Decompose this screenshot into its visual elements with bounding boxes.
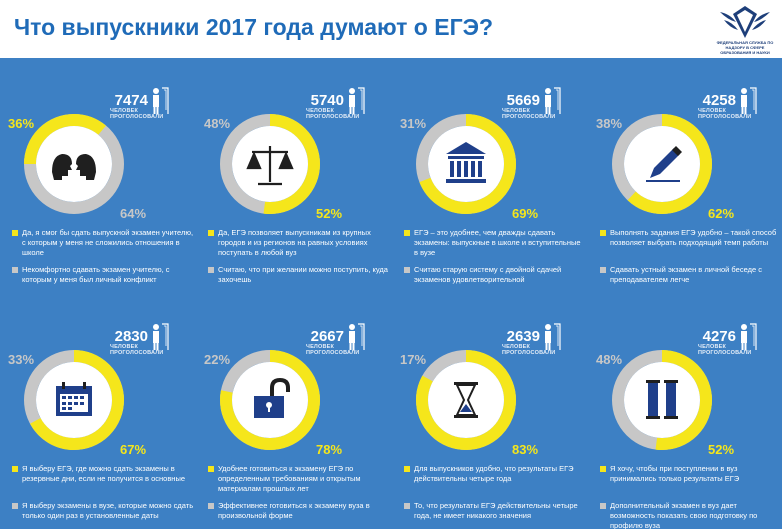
right-percent: 67% [120, 442, 147, 457]
donut-yellow-arc [416, 350, 516, 450]
person-icon [741, 323, 757, 350]
vote-count: 4276 [702, 328, 736, 345]
vote-count: 2830 [114, 328, 148, 345]
padlock-icon [254, 377, 290, 418]
logo-text: ФЕДЕРАЛЬНАЯ СЛУЖБА ПО НАДЗОРУ В СФЕРЕ ОБ… [716, 40, 774, 55]
count-label-voted: ПРОГОЛОСОВАЛИ [698, 350, 752, 356]
vote-count: 5669 [506, 92, 540, 109]
donut-chart [24, 114, 124, 214]
left-percent: 33% [8, 352, 35, 367]
donut-yellow-arc [220, 114, 320, 214]
left-percent: 36% [8, 116, 35, 131]
survey-card: 2639 ЧЕЛОВЕК ПРОГОЛОСОВАЛИ 17% 83% Для вы… [392, 294, 588, 529]
vote-count: 5740 [310, 92, 344, 109]
vote-count: 2667 [310, 328, 344, 345]
person-icon [153, 87, 169, 114]
count-label-voted: ПРОГОЛОСОВАЛИ [110, 350, 164, 356]
survey-card: 5669 ЧЕЛОВЕК ПРОГОЛОСОВАЛИ 31% 69% ЕГЭ – … [392, 58, 588, 293]
donut-yellow-arc [416, 114, 516, 214]
survey-card: 5740 ЧЕЛОВЕК ПРОГОЛОСОВАЛИ 48% 52% Да, ЕГ… [196, 58, 392, 293]
scales-icon [246, 146, 294, 186]
count-label-people: ЧЕЛОВЕК [502, 108, 531, 114]
survey-panel: 7474 ЧЕЛОВЕК ПРОГОЛОСОВАЛИ 36% 64% Да, я … [0, 58, 782, 530]
survey-card: 2830 ЧЕЛОВЕК ПРОГОЛОСОВАЛИ 33% 67% Я выбе… [0, 294, 196, 529]
count-label-people: ЧЕЛОВЕК [306, 108, 335, 114]
person-icon [349, 323, 365, 350]
count-label-voted: ПРОГОЛОСОВАЛИ [502, 114, 556, 120]
right-percent: 69% [512, 206, 539, 221]
donut-yellow-arc [24, 350, 124, 450]
count-label-people: ЧЕЛОВЕК [110, 108, 139, 114]
left-percent: 48% [204, 116, 231, 131]
survey-card: 7474 ЧЕЛОВЕК ПРОГОЛОСОВАЛИ 36% 64% Да, я … [0, 58, 196, 293]
survey-card: 4258 ЧЕЛОВЕК ПРОГОЛОСОВАЛИ 38% 62% Выполн… [588, 58, 782, 293]
count-label-voted: ПРОГОЛОСОВАЛИ [698, 114, 752, 120]
left-percent: 38% [596, 116, 623, 131]
left-percent: 31% [400, 116, 427, 131]
vote-count: 2639 [506, 328, 540, 345]
donut-chart [416, 350, 516, 450]
pen-icon [646, 146, 682, 182]
two-heads-icon [52, 154, 96, 180]
page-title: Что выпускники 2017 года думают о ЕГЭ? [14, 14, 494, 40]
donut-yellow-arc [24, 114, 124, 214]
right-percent: 52% [316, 206, 343, 221]
donut-yellow-arc [220, 350, 320, 450]
donut-yellow-arc [612, 350, 712, 450]
person-icon [545, 87, 561, 114]
count-label-people: ЧЕЛОВЕК [110, 344, 139, 350]
left-percent: 22% [204, 352, 231, 367]
donut-chart [24, 350, 124, 450]
count-label-voted: ПРОГОЛОСОВАЛИ [306, 114, 360, 120]
count-label-voted: ПРОГОЛОСОВАЛИ [110, 114, 164, 120]
count-label-people: ЧЕЛОВЕК [698, 344, 727, 350]
donut-chart [416, 114, 516, 214]
right-percent: 78% [316, 442, 343, 457]
hourglass-icon [454, 382, 478, 418]
header: Что выпускники 2017 года думают о ЕГЭ? Ф… [0, 0, 782, 58]
columns-icon [646, 380, 678, 419]
vote-count: 7474 [114, 92, 148, 109]
survey-card: 4276 ЧЕЛОВЕК ПРОГОЛОСОВАЛИ 48% 52% Я хочу… [588, 294, 782, 530]
person-icon [153, 323, 169, 350]
count-label-people: ЧЕЛОВЕК [698, 108, 727, 114]
person-icon [349, 87, 365, 114]
university-icon [446, 142, 486, 183]
vote-count: 4258 [702, 92, 736, 109]
count-label-people: ЧЕЛОВЕК [502, 344, 531, 350]
left-percent: 48% [596, 352, 623, 367]
donut-chart [220, 350, 320, 450]
count-label-people: ЧЕЛОВЕК [306, 344, 335, 350]
right-percent: 52% [708, 442, 735, 457]
right-percent: 64% [120, 206, 147, 221]
right-percent: 83% [512, 442, 539, 457]
count-label-voted: ПРОГОЛОСОВАЛИ [502, 350, 556, 356]
left-percent: 17% [400, 352, 427, 367]
rosobrnadzor-logo: ФЕДЕРАЛЬНАЯ СЛУЖБА ПО НАДЗОРУ В СФЕРЕ ОБ… [712, 4, 778, 56]
right-percent: 62% [708, 206, 735, 221]
donut-yellow-arc [612, 114, 712, 214]
count-label-voted: ПРОГОЛОСОВАЛИ [306, 350, 360, 356]
person-icon [545, 323, 561, 350]
survey-card: 2667 ЧЕЛОВЕК ПРОГОЛОСОВАЛИ 22% 78% Удобне… [196, 294, 392, 529]
donut-chart [220, 114, 320, 214]
calendar-icon [56, 382, 92, 416]
person-icon [741, 87, 757, 114]
donut-chart [612, 114, 712, 214]
donut-chart [612, 350, 712, 450]
